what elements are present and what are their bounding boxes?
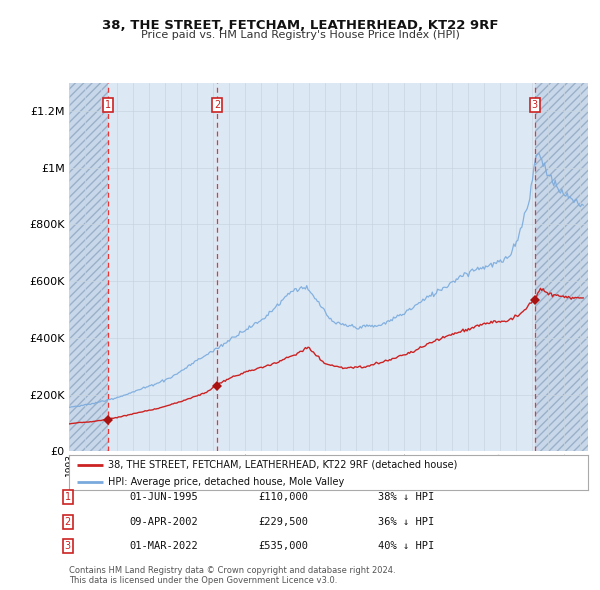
Text: £535,000: £535,000 — [258, 542, 308, 551]
Text: 09-APR-2002: 09-APR-2002 — [129, 517, 198, 526]
Bar — [69, 83, 107, 451]
Text: 38, THE STREET, FETCHAM, LEATHERHEAD, KT22 9RF: 38, THE STREET, FETCHAM, LEATHERHEAD, KT… — [102, 19, 498, 32]
Text: 40% ↓ HPI: 40% ↓ HPI — [378, 542, 434, 551]
Text: £229,500: £229,500 — [258, 517, 308, 526]
Text: 01-JUN-1995: 01-JUN-1995 — [129, 492, 198, 502]
Text: 01-MAR-2022: 01-MAR-2022 — [129, 542, 198, 551]
Text: Contains HM Land Registry data © Crown copyright and database right 2024.: Contains HM Land Registry data © Crown c… — [69, 566, 395, 575]
Bar — [69, 83, 107, 451]
Text: 3: 3 — [65, 542, 71, 551]
Text: 3: 3 — [532, 100, 538, 110]
Text: Price paid vs. HM Land Registry's House Price Index (HPI): Price paid vs. HM Land Registry's House … — [140, 30, 460, 40]
Text: This data is licensed under the Open Government Licence v3.0.: This data is licensed under the Open Gov… — [69, 576, 337, 585]
Text: 36% ↓ HPI: 36% ↓ HPI — [378, 517, 434, 526]
Text: 1: 1 — [104, 100, 111, 110]
Text: 38, THE STREET, FETCHAM, LEATHERHEAD, KT22 9RF (detached house): 38, THE STREET, FETCHAM, LEATHERHEAD, KT… — [108, 460, 457, 470]
Bar — [535, 83, 588, 451]
Text: 38% ↓ HPI: 38% ↓ HPI — [378, 492, 434, 502]
Text: £110,000: £110,000 — [258, 492, 308, 502]
Bar — [535, 83, 588, 451]
Text: 1: 1 — [65, 492, 71, 502]
Text: 2: 2 — [65, 517, 71, 526]
Text: HPI: Average price, detached house, Mole Valley: HPI: Average price, detached house, Mole… — [108, 477, 344, 487]
Text: 2: 2 — [214, 100, 220, 110]
